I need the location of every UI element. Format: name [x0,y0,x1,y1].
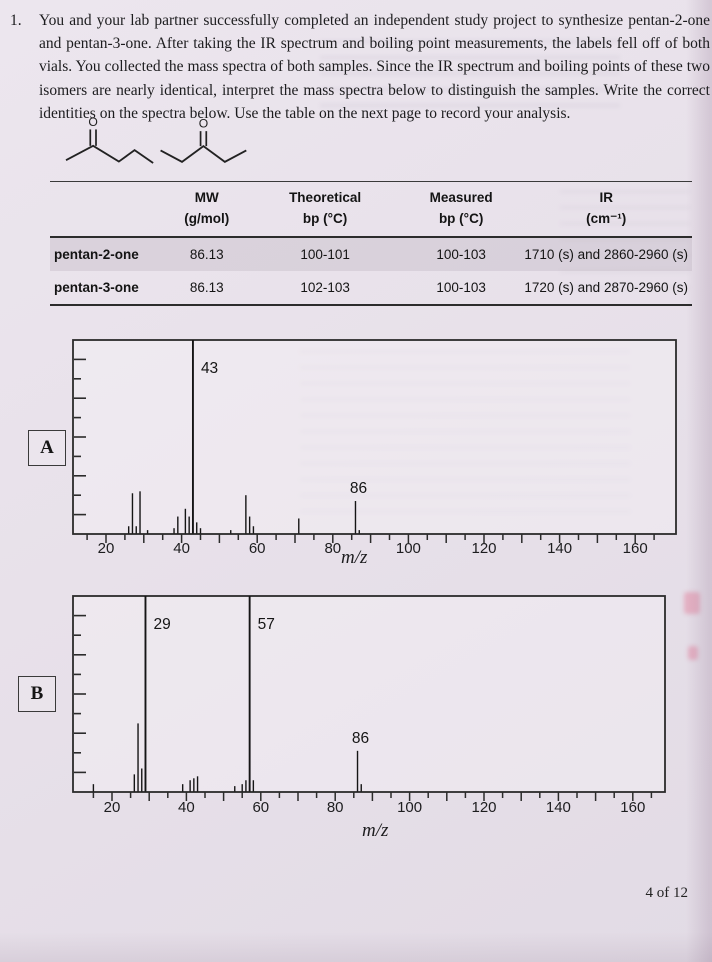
header-compound [50,182,165,237]
bleed-through-artifact [300,350,630,520]
spectrum-a-label-box: A [28,430,66,466]
carbonyl-oxygen-label: O [199,117,208,131]
measured-bp-value: 100-103 [436,246,486,262]
table-row: pentan-3-one 86.13 102-103 100-103 1720 … [50,271,692,305]
peak-label: 57 [258,616,275,633]
peak-label: 86 [350,480,367,497]
x-tick-label: 100 [397,799,422,816]
mw-value: 86.13 [189,279,224,295]
header-mw-line2: (g/mol) [184,210,230,226]
x-tick-label: 60 [249,540,266,557]
spectrum-b-label-box: B [18,676,56,712]
peak-label: 43 [201,360,218,377]
header-theoretical-line2: bp (°C) [302,210,348,226]
page-edge-shadow [686,0,712,962]
page-number: 4 of 12 [645,885,689,901]
properties-table: MW (g/mol) Theoretical bp (°C) Measured … [50,181,692,306]
x-tick-label: 160 [623,540,648,557]
mz-axis-label: m/z [341,547,368,568]
header-measured-line2: bp (°C) [438,210,484,226]
question-paragraph: 1. You and your lab partner successfully… [10,9,710,125]
pink-scan-mark [684,592,700,614]
table-row: pentan-2-one 86.13 100-101 100-103 1710 … [50,236,692,271]
compound-name: pentan-2-one [54,246,139,262]
theoretical-bp-value: 102-103 [300,279,350,295]
header-measured-bp: Measured bp (°C) [402,182,521,237]
x-tick-label: 80 [324,540,341,557]
header-mw: MW (g/mol) [165,182,248,237]
header-theoretical-line1: Theoretical [289,189,362,205]
x-tick-label: 140 [546,799,571,816]
header-measured-line1: Measured [429,189,493,205]
x-tick-label: 100 [396,540,421,557]
spectrum-A-frame [72,339,677,535]
mw-value: 86.13 [189,246,224,262]
x-tick-label: 120 [471,540,496,557]
x-tick-label: 40 [173,540,190,557]
measured-bp-value: 100-103 [436,279,486,295]
mz-axis-label: m/z [362,820,389,841]
x-tick-label: 40 [178,799,195,816]
x-tick-label: 60 [252,799,269,816]
compound-name: pentan-3-one [54,279,139,295]
header-theoretical-bp: Theoretical bp (°C) [248,182,402,237]
x-tick-label: 20 [104,799,121,816]
theoretical-bp-value: 100-101 [300,246,350,262]
pink-scan-mark [688,646,698,660]
carbon-chain-bonds [160,144,247,163]
x-tick-label: 80 [327,799,344,816]
pentan-2-one-structure: O [56,114,156,172]
question-number: 1. [10,12,22,29]
ir-value: 1710 (s) and 2860-2960 (s) [524,246,688,262]
page-bottom-shadow [0,932,712,962]
x-tick-label: 20 [98,540,115,557]
header-ir: IR (cm⁻¹) [520,182,692,237]
question-text: You and your lab partner successfully co… [39,12,710,122]
x-tick-label: 120 [471,799,496,816]
x-tick-label: 160 [620,799,645,816]
spectrum-b-letter: B [30,683,44,704]
peak-label: 86 [352,730,369,747]
header-mw-line1: MW [194,189,219,205]
header-ir-line1: IR [599,189,613,205]
carbon-chain-bonds [65,144,154,164]
peak-label: 29 [153,616,170,633]
pentan-3-one-structure: O [152,116,252,172]
header-ir-line2: (cm⁻¹) [586,210,627,226]
spectrum-a-letter: A [40,437,54,458]
carbonyl-oxygen-label: O [88,115,97,129]
table-header-row: MW (g/mol) Theoretical bp (°C) Measured … [50,181,692,237]
ir-value: 1720 (s) and 2870-2960 (s) [524,279,688,295]
x-tick-label: 140 [547,540,572,557]
spectrum-B-frame [72,595,666,793]
